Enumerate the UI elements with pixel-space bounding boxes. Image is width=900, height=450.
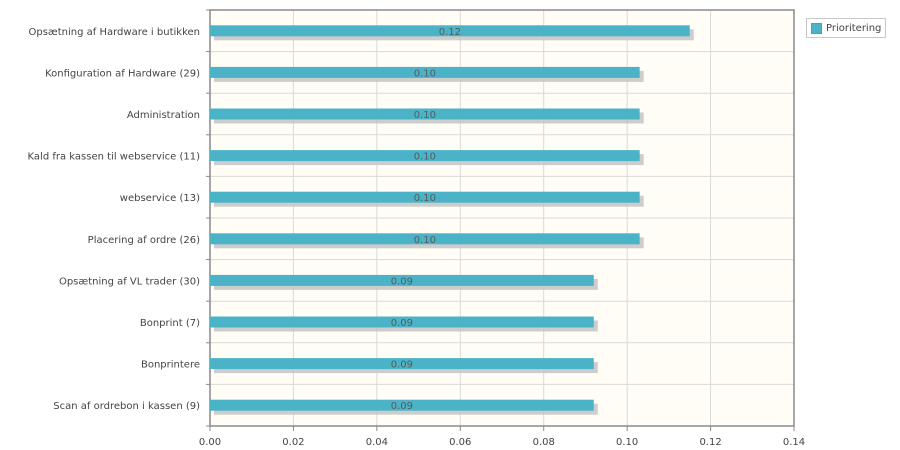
bar [210, 150, 640, 162]
x-tick-label: 0.06 [449, 437, 471, 448]
legend-swatch [811, 22, 822, 34]
category-label: Bonprint (7) [140, 318, 200, 329]
bar-data-label: 0.10 [414, 68, 436, 79]
bar [210, 399, 594, 411]
bar [210, 25, 690, 37]
category-label: Opsætning af Hardware i butikken [29, 27, 201, 38]
bar [210, 191, 640, 203]
x-tick-label: 0.02 [282, 437, 304, 448]
x-tick-label: 0.04 [366, 437, 388, 448]
bar-data-label: 0.09 [391, 318, 413, 329]
category-label: Administration [127, 110, 200, 121]
category-label: webservice (13) [120, 193, 200, 204]
category-label: Placering af ordre (26) [88, 235, 200, 246]
bar-data-label: 0.10 [414, 193, 436, 204]
bar-data-label: 0.12 [439, 27, 461, 38]
bar-data-label: 0.10 [414, 235, 436, 246]
category-label: Bonprintere [141, 360, 200, 371]
bar [210, 108, 640, 120]
x-tick-label: 0.00 [199, 437, 221, 448]
bar [210, 66, 640, 78]
bar [210, 274, 594, 286]
x-tick-label: 0.08 [533, 437, 555, 448]
bar [210, 316, 594, 328]
category-label: Kald fra kassen til webservice (11) [28, 152, 201, 163]
legend: Prioritering [806, 18, 886, 38]
bar-data-label: 0.09 [391, 360, 413, 371]
bar-data-label: 0.10 [414, 152, 436, 163]
x-tick-label: 0.10 [616, 437, 638, 448]
category-label: Konfiguration af Hardware (29) [45, 68, 200, 79]
bar-data-label: 0.10 [414, 110, 436, 121]
category-label: Opsætning af VL trader (30) [59, 276, 200, 287]
bar-data-label: 0.09 [391, 401, 413, 412]
bar-data-label: 0.09 [391, 276, 413, 287]
bar [210, 233, 640, 245]
x-tick-label: 0.12 [699, 437, 721, 448]
bar [210, 358, 594, 370]
category-label: Scan af ordrebon i kassen (9) [53, 401, 200, 412]
x-tick-label: 0.14 [783, 437, 805, 448]
legend-label: Prioritering [826, 22, 882, 34]
